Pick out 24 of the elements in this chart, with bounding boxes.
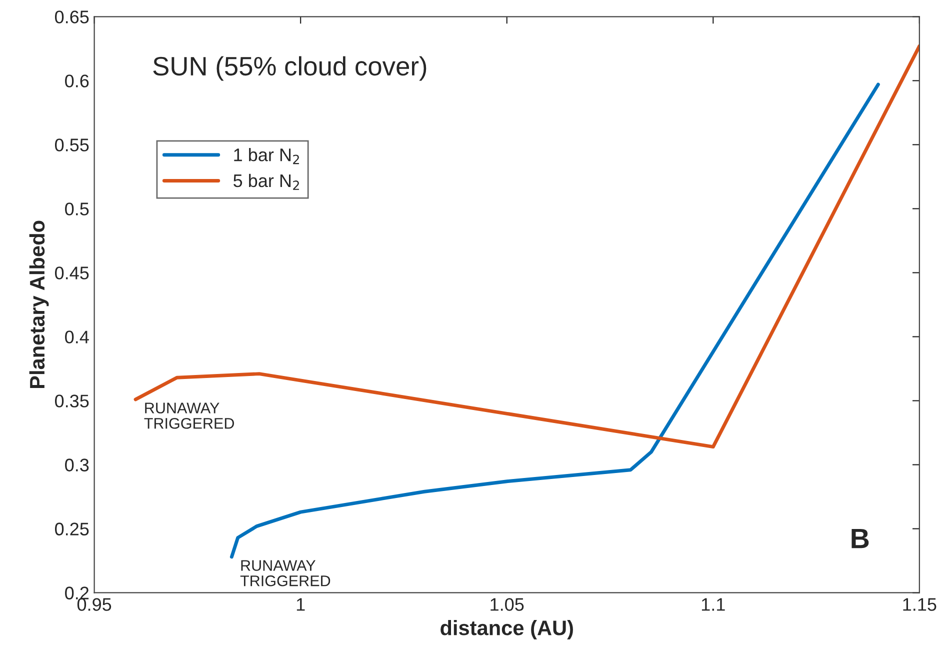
x-tick-label: 1.1 bbox=[702, 598, 725, 611]
y-tick-label: 0.25 bbox=[55, 522, 89, 536]
legend-label: 1 bar N$_{2}$ bbox=[234, 148, 299, 164]
x-tick-label: 1.05 bbox=[490, 598, 524, 611]
y-tick-label: 0.3 bbox=[65, 458, 89, 472]
legend-label: 5 bar N$_{2}$ bbox=[234, 174, 299, 190]
x-tick-label: 1.15 bbox=[903, 598, 936, 611]
y-tick-label: 0.65 bbox=[55, 10, 89, 24]
y-tick-label: 0.45 bbox=[55, 266, 89, 280]
x-tick-label: 1 bbox=[296, 598, 305, 611]
x-tick-label: 0.95 bbox=[77, 598, 112, 611]
annotation: RUNAWAY TRIGGERED bbox=[144, 402, 234, 429]
y-axis-title: Planetary Albedo bbox=[29, 220, 49, 388]
y-tick-label: 0.5 bbox=[65, 202, 89, 216]
y-tick-label: 0.6 bbox=[65, 74, 89, 88]
line-series bbox=[134, 44, 920, 449]
annotation: B bbox=[852, 528, 869, 548]
y-tick-label: 0.2 bbox=[65, 586, 89, 600]
annotation: SUN (55% cloud cover) bbox=[153, 56, 426, 81]
annotation: RUNAWAY TRIGGERED bbox=[240, 560, 330, 586]
y-tick-label: 0.4 bbox=[65, 330, 89, 344]
x-axis-title: distance (AU) bbox=[440, 620, 573, 640]
y-tick-label: 0.55 bbox=[55, 138, 89, 152]
y-tick-label: 0.35 bbox=[55, 394, 89, 408]
